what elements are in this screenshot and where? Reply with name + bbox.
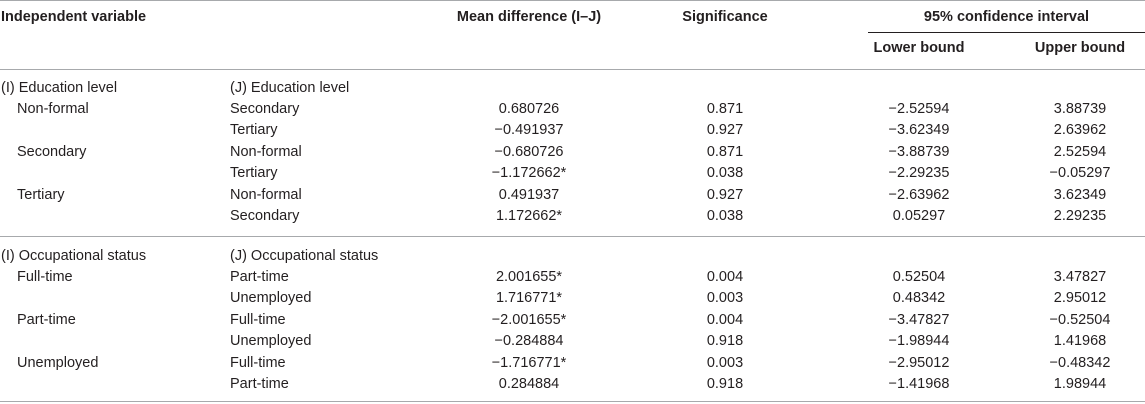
mean-difference-cell: −0.284884 — [494, 333, 564, 350]
row-group-label: Secondary — [17, 143, 87, 160]
lower-bound-cell: −2.52594 — [888, 101, 950, 117]
row-comparison-label: Tertiary — [230, 165, 278, 182]
row-group-label: Full-time — [17, 269, 73, 285]
row-comparison-label: Unemployed — [230, 290, 312, 307]
mean-difference-cell: −1.716771* — [491, 354, 567, 371]
upper-bound-cell: 3.62349 — [1053, 186, 1107, 203]
significance-cell: 0.871 — [706, 143, 744, 160]
significance-cell: 0.004 — [706, 311, 744, 328]
lower-bound-cell: 0.48342 — [892, 290, 946, 307]
section-label-j: (J) Education level — [230, 80, 350, 96]
header-bottom-rule — [0, 69, 1145, 70]
bottom-rule — [0, 401, 1145, 402]
lower-bound-cell: −2.95012 — [888, 354, 950, 371]
mean-difference-cell: 1.172662* — [495, 208, 563, 224]
significance-cell: 0.038 — [706, 208, 744, 224]
upper-bound-cell: −0.52504 — [1049, 311, 1111, 328]
row-comparison-label: Part-time — [230, 269, 289, 285]
upper-bound-cell: 2.52594 — [1053, 143, 1107, 160]
section-label-j: (J) Occupational status — [230, 248, 379, 264]
row-comparison-label: Non-formal — [230, 186, 302, 203]
upper-bound-cell: 2.63962 — [1053, 122, 1107, 139]
lower-bound-cell: −2.63962 — [888, 186, 950, 203]
lower-bound-cell: −3.62349 — [888, 122, 950, 139]
mean-difference-cell: −0.491937 — [494, 122, 564, 139]
header-mean-difference: Mean difference (I–J) — [456, 9, 602, 25]
row-group-label: Part-time — [17, 311, 76, 328]
upper-bound-cell: 2.29235 — [1053, 208, 1107, 224]
mean-difference-cell: 0.284884 — [498, 376, 560, 392]
top-rule — [0, 0, 1145, 1]
lower-bound-cell: −3.47827 — [888, 311, 950, 328]
upper-bound-cell: −0.05297 — [1049, 165, 1111, 182]
header-significance: Significance — [682, 9, 768, 25]
header-upper-bound: Upper bound — [1034, 40, 1126, 56]
mean-difference-cell: −1.172662* — [491, 165, 567, 182]
row-comparison-label: Tertiary — [230, 122, 278, 139]
row-group-label: Non-formal — [17, 101, 89, 117]
mean-difference-cell: 0.491937 — [498, 186, 560, 203]
row-comparison-label: Full-time — [230, 311, 286, 328]
row-comparison-label: Secondary — [230, 101, 300, 117]
significance-cell: 0.003 — [706, 354, 744, 371]
significance-cell: 0.927 — [706, 122, 744, 139]
row-comparison-label: Unemployed — [230, 333, 312, 350]
row-group-label: Unemployed — [17, 354, 99, 371]
lower-bound-cell: −2.29235 — [888, 165, 950, 182]
section-label-i: (I) Education level — [1, 80, 118, 96]
section-divider — [0, 236, 1145, 237]
significance-cell: 0.918 — [706, 376, 744, 392]
upper-bound-cell: 1.98944 — [1053, 376, 1107, 392]
header-independent-variable: Independent variable — [1, 9, 147, 25]
significance-cell: 0.038 — [706, 165, 744, 182]
mean-difference-cell: 1.716771* — [495, 290, 563, 307]
mean-difference-cell: −2.001655* — [491, 311, 567, 328]
lower-bound-cell: 0.52504 — [892, 269, 946, 285]
upper-bound-cell: 3.47827 — [1053, 269, 1107, 285]
header-lower-bound: Lower bound — [873, 40, 965, 56]
lower-bound-cell: −1.41968 — [888, 376, 950, 392]
section-label-i: (I) Occupational status — [1, 248, 147, 264]
lower-bound-cell: −3.88739 — [888, 143, 950, 160]
mean-difference-cell: 0.680726 — [498, 101, 560, 117]
upper-bound-cell: −0.48342 — [1049, 354, 1111, 371]
significance-cell: 0.918 — [706, 333, 744, 350]
row-comparison-label: Part-time — [230, 376, 289, 392]
lower-bound-cell: −1.98944 — [888, 333, 950, 350]
row-group-label: Tertiary — [17, 186, 65, 203]
header-confidence-interval: 95% confidence interval — [923, 9, 1090, 25]
mean-difference-cell: 2.001655* — [495, 269, 563, 285]
significance-cell: 0.004 — [706, 269, 744, 285]
significance-cell: 0.927 — [706, 186, 744, 203]
row-comparison-label: Full-time — [230, 354, 286, 371]
significance-cell: 0.003 — [706, 290, 744, 307]
ci-header-rule — [868, 32, 1145, 33]
lower-bound-cell: 0.05297 — [892, 208, 946, 224]
significance-cell: 0.871 — [706, 101, 744, 117]
upper-bound-cell: 3.88739 — [1053, 101, 1107, 117]
mean-difference-cell: −0.680726 — [494, 143, 564, 160]
row-comparison-label: Secondary — [230, 208, 300, 224]
upper-bound-cell: 2.95012 — [1053, 290, 1107, 307]
row-comparison-label: Non-formal — [230, 143, 302, 160]
upper-bound-cell: 1.41968 — [1053, 333, 1107, 350]
